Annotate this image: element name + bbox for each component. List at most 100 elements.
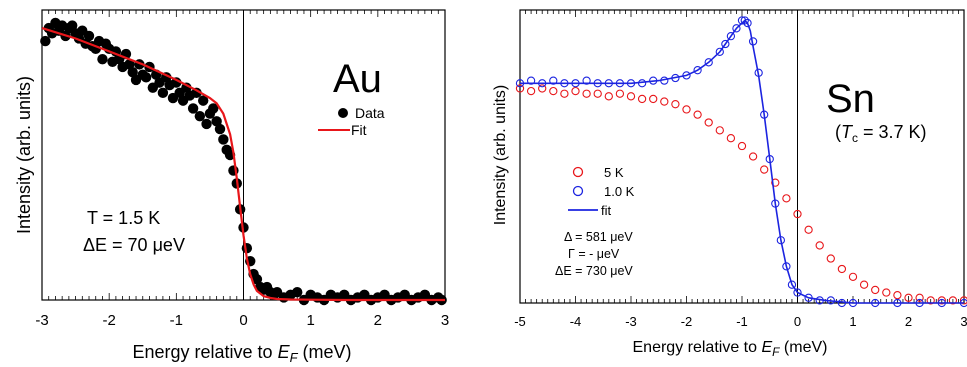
au-data-point <box>40 35 51 47</box>
sn-5-k-point <box>615 89 625 98</box>
au-fit-line <box>41 27 445 302</box>
sn-1-0-k-point <box>740 16 749 25</box>
au-data-point <box>194 110 206 122</box>
sn-1-0-k-point <box>526 76 536 85</box>
au-data-point <box>292 287 303 298</box>
sn-1-0-k-point <box>743 18 752 28</box>
sn-1-0-k-point <box>787 280 797 289</box>
au-x-axis-label-text: Energy relative to <box>132 342 272 362</box>
au-x-axis-label: Energy relative to EF (meV) <box>132 342 351 365</box>
au-data-point <box>140 72 152 83</box>
au-x-tick-labels: -3 -2 -1 0 1 2 3 <box>35 312 449 329</box>
sn-1-0-k-point <box>549 76 558 85</box>
au-data-point <box>127 66 138 78</box>
sn-1-0-k-point <box>793 288 802 297</box>
sn-5-k-point <box>959 296 967 305</box>
au-data-marks <box>40 17 447 306</box>
sn-5-k-point <box>582 89 591 98</box>
au-data-point <box>218 134 229 145</box>
sn-y-axis-label: Intensity (arb. units) <box>492 85 509 226</box>
sn-5-k-point <box>760 165 769 174</box>
sn-5-k-point <box>748 152 758 161</box>
sn-5-k-point <box>549 86 558 96</box>
au-data-point <box>67 20 78 31</box>
au-x-tick-label: -3 <box>35 312 48 329</box>
au-sample-label: Au <box>333 57 382 101</box>
sn-5-k-point <box>693 110 702 119</box>
sn-5-k-point <box>904 293 913 302</box>
sn-5-k-point <box>782 194 791 203</box>
sn-tc-post: = 3.7 K) <box>858 122 927 142</box>
au-legend-fit-label: Fit <box>351 122 367 138</box>
sn-x-tick-label: 2 <box>905 314 912 329</box>
sn-5-k-point <box>859 280 869 289</box>
au-x-axis-label-var: E <box>278 342 291 362</box>
au-resolution-annotation: ΔE = 70 μeV <box>83 235 185 255</box>
sn-5-k-point <box>649 94 658 104</box>
sn-5-k-point <box>926 296 935 305</box>
au-data-point <box>187 103 199 114</box>
sn-broadening-annotation: Γ = - μeV <box>568 247 620 261</box>
sn-legend-1k-marker <box>572 185 584 197</box>
sn-1-0-k-point <box>704 58 713 67</box>
au-x-axis-label-unit: (meV) <box>298 342 352 362</box>
au-data-point <box>251 274 263 285</box>
sn-1-0-k-point <box>721 39 730 49</box>
sn-5-k-point <box>715 126 724 135</box>
sn-5-k-point <box>637 94 647 104</box>
sn-5-k-point <box>793 209 802 219</box>
sn-gap-annotation: Δ = 581 μeV <box>564 230 633 244</box>
au-data-point <box>97 53 108 65</box>
sn-legend-1k-label: 1.0 K <box>604 184 635 199</box>
sn-5-k-point <box>604 92 613 101</box>
sn-tc-sub: c <box>852 131 858 145</box>
sn-5-k-point <box>726 134 736 143</box>
au-x-axis-label-sub: F <box>290 350 299 365</box>
sn-sample-label: Sn <box>826 77 875 121</box>
sn-5-k-point <box>893 291 902 300</box>
sn-x-tick-label: 3 <box>960 314 967 329</box>
sn-5-k-point <box>915 293 924 302</box>
sn-5-k-point <box>571 86 580 96</box>
sn-tc-pre: ( <box>835 122 841 142</box>
sn-legend-5k-label: 5 K <box>604 165 624 180</box>
au-data-point <box>181 82 192 93</box>
au-x-tick-label: 0 <box>239 312 247 329</box>
au-data-point <box>214 123 226 135</box>
au-y-axis-label: Intensity (arb. units) <box>14 76 34 234</box>
au-temperature-annotation: T = 1.5 K <box>87 208 160 228</box>
sn-5-k-point <box>837 264 847 274</box>
au-data-point <box>124 59 135 70</box>
au-x-tick-label: 2 <box>374 312 382 329</box>
au-legend-data-label: Data <box>355 105 385 121</box>
au-data-point <box>201 118 212 130</box>
sn-5-k-point <box>704 118 713 127</box>
sn-5-k-point <box>526 86 536 96</box>
sn-1-0-k-point <box>726 32 736 41</box>
au-data-point <box>83 30 95 42</box>
sn-5-k-point <box>771 178 780 187</box>
sn-x-axis-label-var: E <box>761 339 772 356</box>
sn-x-axis-label-text: Energy relative to <box>633 339 758 356</box>
sn-5-k-point <box>682 105 691 114</box>
sn-legend-5k-marker <box>572 166 584 178</box>
sn-x-tick-label: -1 <box>736 314 748 329</box>
au-data-point <box>157 87 169 99</box>
sn-5-k-point <box>538 84 547 93</box>
au-x-tick-label: -1 <box>170 312 183 329</box>
au-data-point <box>211 116 222 127</box>
au-data-point <box>208 103 219 114</box>
sn-x-tick-label: -4 <box>570 314 582 329</box>
sn-1-0-k-point <box>715 47 724 57</box>
sn-5-k-point <box>737 141 747 151</box>
sn-5-k-point <box>560 89 569 98</box>
sn-resolution-annotation: ΔE = 730 μeV <box>555 264 633 278</box>
au-data-point <box>191 87 202 99</box>
sn-x-tick-label: -3 <box>625 314 637 329</box>
sn-5-k-point <box>804 225 813 234</box>
au-panel: -3 -2 -1 0 1 2 3 Au Data Fit T = 1.5 K ΔE = 70… <box>14 9 449 365</box>
sn-x-tick-label: 0 <box>794 314 801 329</box>
sn-5-k-point <box>826 254 835 263</box>
sn-panel: -5 -4 -3 -2 -1 0 1 2 3 Sn (Tc = 3.7 K) 5 K 1.0 K… <box>492 9 967 359</box>
